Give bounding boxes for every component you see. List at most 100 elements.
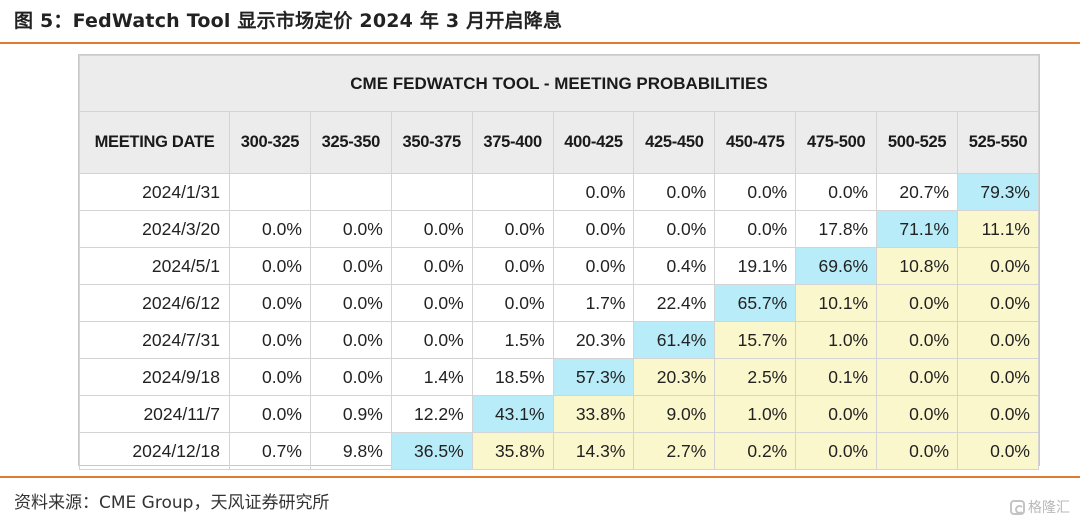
table-row: 2024/3/20 0.0% 0.0% 0.0% 0.0% 0.0% 0.0% 0.0% 17.…: [79, 210, 1039, 248]
table-row: 2024/9/18 0.0% 0.0% 1.4% 18.5% 57.3% 20.3% 2.5%…: [79, 358, 1039, 396]
probability-cell: 10.8%: [876, 247, 959, 285]
probability-cell: 11.1%: [957, 210, 1039, 248]
probability-cell: 9.0%: [633, 395, 716, 433]
rate-range-header: 525-550: [957, 111, 1039, 174]
probability-cell: 0.0%: [471, 247, 554, 285]
probability-cell: 0.0%: [471, 284, 554, 322]
probability-cell: 33.8%: [552, 395, 635, 433]
probability-cell: 0.0%: [957, 284, 1039, 322]
probability-cell: 0.0%: [795, 395, 878, 433]
column-header-row: MEETING DATE 300-325 325-350 350-375 375-40…: [79, 111, 1039, 174]
probability-cell: 0.0%: [471, 210, 554, 248]
probability-cell: 0.0%: [957, 321, 1039, 359]
probability-cell: 0.0%: [957, 358, 1039, 396]
probability-cell: 0.0%: [229, 247, 311, 285]
meeting-date-cell: 2024/6/12: [79, 284, 230, 322]
probability-cell: 0.1%: [795, 358, 878, 396]
table-row: 2024/12/18 0.7% 9.8% 36.5% 35.8% 14.3% 2.7% 0.2…: [79, 432, 1039, 470]
source-note: 资料来源：CME Group，天风证券研究所: [14, 493, 330, 513]
meeting-date-cell: 2024/11/7: [79, 395, 230, 433]
probability-cell: 69.6%: [795, 247, 878, 285]
meeting-date-cell: 2024/9/18: [79, 358, 230, 396]
probability-cell: 0.0%: [309, 284, 392, 322]
probability-cell: 0.0%: [309, 210, 392, 248]
probability-cell: 1.4%: [390, 358, 473, 396]
probability-cell: 0.0%: [714, 210, 797, 248]
table-row: 2024/6/12 0.0% 0.0% 0.0% 0.0% 1.7% 22.4% 65.7% 1…: [79, 284, 1039, 322]
probability-cell: 20.7%: [876, 173, 959, 211]
probability-cell: 0.0%: [633, 210, 716, 248]
probability-cell: 19.1%: [714, 247, 797, 285]
probability-cell: 0.0%: [714, 173, 797, 211]
probability-cell: 12.2%: [390, 395, 473, 433]
probability-cell: 1.7%: [552, 284, 635, 322]
watermark-text: 格隆汇: [1028, 500, 1070, 516]
table-row: 2024/7/31 0.0% 0.0% 0.0% 1.5% 20.3% 61.4% 15.7%…: [79, 321, 1039, 359]
top-rule: [0, 42, 1080, 44]
probability-cell: 1.0%: [714, 395, 797, 433]
probability-cell: 0.0%: [229, 358, 311, 396]
probability-cell: 0.0%: [229, 284, 311, 322]
probability-cell: 0.0%: [309, 247, 392, 285]
probability-cell: 0.9%: [309, 395, 392, 433]
rate-range-header: 400-425: [552, 111, 635, 174]
rate-range-header: 325-350: [309, 111, 392, 174]
probability-cell: 65.7%: [714, 284, 797, 322]
probability-cell: 14.3%: [552, 432, 635, 470]
probability-cell: 0.0%: [876, 321, 959, 359]
meeting-date-header: MEETING DATE: [79, 111, 230, 174]
probability-cell: 0.0%: [229, 395, 311, 433]
probability-cell: 0.0%: [390, 321, 473, 359]
probability-cell: 0.0%: [390, 247, 473, 285]
table-body: 2024/1/31 0.0% 0.0% 0.0% 0.0% 20.7% 79.3% 2024/…: [79, 173, 1039, 470]
probability-cell: 0.0%: [552, 247, 635, 285]
meeting-probabilities-table: CME FEDWATCH TOOL - MEETING PROBABILITIE…: [79, 55, 1039, 470]
probability-cell: 0.0%: [229, 210, 311, 248]
fedwatch-table-container: CME FEDWATCH TOOL - MEETING PROBABILITIE…: [78, 54, 1040, 470]
probability-cell: 2.7%: [633, 432, 716, 470]
probability-cell: 0.0%: [309, 321, 392, 359]
figure-title: 图 5：FedWatch Tool 显示市场定价 2024 年 3 月开启降息: [14, 10, 563, 32]
probability-cell: 36.5%: [390, 432, 473, 470]
probability-cell: [471, 173, 554, 211]
table-row: 2024/5/1 0.0% 0.0% 0.0% 0.0% 0.0% 0.4% 19.1% 69.…: [79, 247, 1039, 285]
probability-cell: 0.0%: [957, 247, 1039, 285]
probability-cell: 71.1%: [876, 210, 959, 248]
probability-cell: 0.0%: [309, 358, 392, 396]
probability-cell: 0.0%: [957, 432, 1039, 470]
probability-cell: 20.3%: [552, 321, 635, 359]
probability-cell: 20.3%: [633, 358, 716, 396]
probability-cell: 2.5%: [714, 358, 797, 396]
probability-cell: 57.3%: [552, 358, 635, 396]
probability-cell: 9.8%: [309, 432, 392, 470]
probability-cell: 35.8%: [471, 432, 554, 470]
probability-cell: 0.2%: [714, 432, 797, 470]
probability-cell: [390, 173, 473, 211]
probability-cell: 22.4%: [633, 284, 716, 322]
probability-cell: 0.0%: [876, 284, 959, 322]
probability-cell: 0.0%: [876, 395, 959, 433]
probability-cell: 0.0%: [633, 173, 716, 211]
meeting-date-cell: 2024/7/31: [79, 321, 230, 359]
rate-range-header: 500-525: [876, 111, 959, 174]
probability-cell: [309, 173, 392, 211]
probability-cell: 79.3%: [957, 173, 1039, 211]
rate-range-header: 450-475: [714, 111, 797, 174]
table-title: CME FEDWATCH TOOL - MEETING PROBABILITIE…: [79, 55, 1039, 112]
table-title-row: CME FEDWATCH TOOL - MEETING PROBABILITIE…: [79, 55, 1039, 112]
probability-cell: 0.0%: [957, 395, 1039, 433]
probability-cell: 0.4%: [633, 247, 716, 285]
probability-cell: 17.8%: [795, 210, 878, 248]
probability-cell: 0.0%: [390, 210, 473, 248]
probability-cell: 0.0%: [229, 321, 311, 359]
rate-range-header: 375-400: [471, 111, 554, 174]
rate-range-header: 350-375: [390, 111, 473, 174]
rate-range-header: 300-325: [229, 111, 311, 174]
probability-cell: 18.5%: [471, 358, 554, 396]
watermark: 格隆汇: [1010, 497, 1070, 517]
probability-cell: 15.7%: [714, 321, 797, 359]
probability-cell: 1.5%: [471, 321, 554, 359]
meeting-date-cell: 2024/3/20: [79, 210, 230, 248]
probability-cell: 0.7%: [229, 432, 311, 470]
rate-range-header: 425-450: [633, 111, 716, 174]
